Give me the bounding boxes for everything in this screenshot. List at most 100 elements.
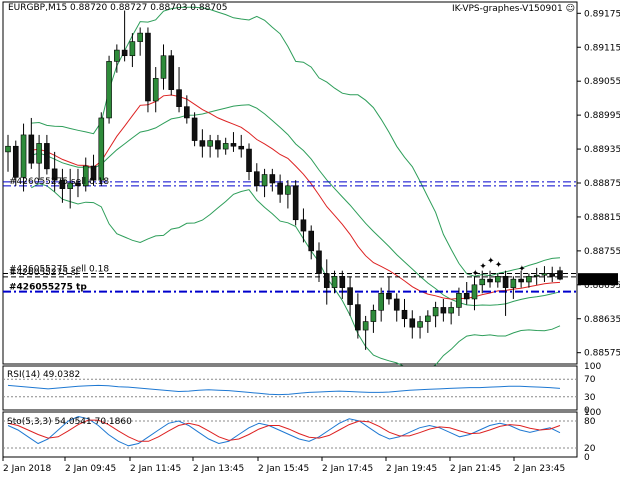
candle-body	[549, 273, 556, 277]
candle-body	[44, 143, 50, 170]
y-tick-label: 0.88695	[584, 281, 620, 291]
symbol-header: EURGBP,M15 0.88720 0.88727 0.88703 0.887…	[8, 3, 228, 13]
candle-body	[487, 278, 493, 283]
y-tick-label: 0.88635	[584, 315, 620, 325]
smiley-icon: ☺	[565, 4, 575, 14]
candle-body	[526, 276, 532, 283]
candle-body	[285, 185, 291, 195]
candle-body	[370, 309, 377, 322]
candle-body	[269, 174, 276, 184]
candle-body	[432, 307, 439, 317]
candle-body	[176, 89, 182, 107]
candle-body	[378, 292, 384, 311]
candle-body	[168, 55, 175, 90]
candle-body	[502, 276, 509, 288]
candle-body	[67, 182, 73, 189]
candle-body	[417, 321, 423, 328]
stoch-tick-label: 20	[584, 444, 596, 454]
candle-body	[518, 278, 524, 283]
y-tick-label: 0.89115	[584, 43, 620, 53]
trade-marker: ✦	[518, 264, 526, 274]
candle-body	[207, 140, 213, 147]
candle-body	[448, 307, 454, 314]
rsi-tick-label: 100	[584, 362, 601, 372]
candle-body	[121, 49, 128, 57]
candle-body	[300, 219, 307, 232]
candle-body	[495, 276, 501, 283]
rsi-line	[7, 384, 561, 396]
candle-body	[51, 168, 58, 181]
candle-body	[114, 49, 120, 62]
candle-body	[308, 230, 315, 252]
candle-body	[184, 106, 190, 119]
candle-body	[238, 145, 245, 150]
current-price-label: 0.88705	[581, 275, 618, 285]
candle-body	[440, 307, 447, 314]
stoch-tick-label: 100	[584, 408, 601, 418]
y-tick-label: 0.89175	[584, 9, 620, 19]
candle-body	[75, 182, 81, 187]
candle-body	[425, 315, 431, 322]
candle-body	[90, 165, 97, 181]
candle-body	[246, 148, 252, 172]
candle-body	[106, 61, 112, 119]
candle-body	[59, 179, 66, 189]
candle-body	[253, 171, 260, 187]
candle-body	[339, 276, 346, 288]
y-tick-label: 0.88755	[584, 247, 620, 257]
candle-body	[129, 41, 136, 57]
rsi-tick-label: 70	[584, 375, 596, 385]
main-panel-frame	[2, 1, 578, 365]
stoch-line	[7, 419, 561, 442]
candle-body	[401, 309, 408, 320]
candle-body	[479, 278, 486, 286]
rsi-panel-frame	[2, 365, 578, 411]
candle-body	[292, 185, 299, 221]
stoch-tick-label: 0	[584, 453, 590, 463]
stoch-tick-label: 80	[584, 417, 596, 427]
stoch-title: Sto(5,3,3) 54.0541 70.1860	[7, 417, 132, 427]
candle-body	[316, 250, 322, 274]
trade-marker: ✦	[487, 257, 495, 267]
order-label: #426055275 sell 0.18	[9, 177, 109, 187]
x-tick-label: 2 Jan 23:45	[514, 464, 565, 474]
trade-marker: ✦	[479, 262, 487, 272]
x-tick-label: 2 Jan 2018	[3, 464, 51, 474]
x-tick-label: 2 Jan 13:45	[193, 464, 244, 474]
candle-body	[230, 143, 237, 147]
candle-body	[362, 321, 369, 331]
trade-marker: ✦	[471, 269, 479, 279]
candle-body	[471, 284, 478, 300]
current-price-box	[578, 273, 618, 286]
candle-body	[541, 273, 548, 276]
y-tick-label: 0.88575	[584, 349, 620, 359]
candle-body	[137, 32, 143, 42]
candle-body	[152, 78, 159, 102]
candle-body	[199, 140, 206, 147]
x-tick-label: 2 Jan 19:45	[386, 464, 437, 474]
candle-body	[557, 270, 563, 280]
candle-body	[261, 174, 268, 187]
candle-body	[510, 278, 517, 288]
candle-body	[222, 143, 229, 150]
order-label: #426055275 sl	[9, 268, 78, 278]
y-tick-label: 0.88935	[584, 145, 620, 155]
candle-body	[331, 276, 338, 288]
rsi-title: RSI(14) 49.0382	[7, 370, 80, 380]
y-tick-label: 0.88815	[584, 213, 620, 223]
candle-body	[215, 140, 221, 150]
candle-body	[12, 145, 19, 178]
candle-body	[28, 134, 35, 164]
candle-body	[160, 55, 167, 79]
bollinger-lower-line	[31, 182, 561, 372]
rsi-tick-label: 0	[584, 406, 590, 416]
expert-name: IK-VPS-graphes-V150901	[452, 4, 563, 14]
candle-body	[393, 298, 400, 311]
bollinger-middle-line	[31, 104, 561, 307]
x-tick-label: 2 Jan 15:45	[258, 464, 309, 474]
candle-body	[82, 165, 89, 187]
candle-body	[323, 273, 330, 288]
candle-body	[5, 145, 11, 153]
